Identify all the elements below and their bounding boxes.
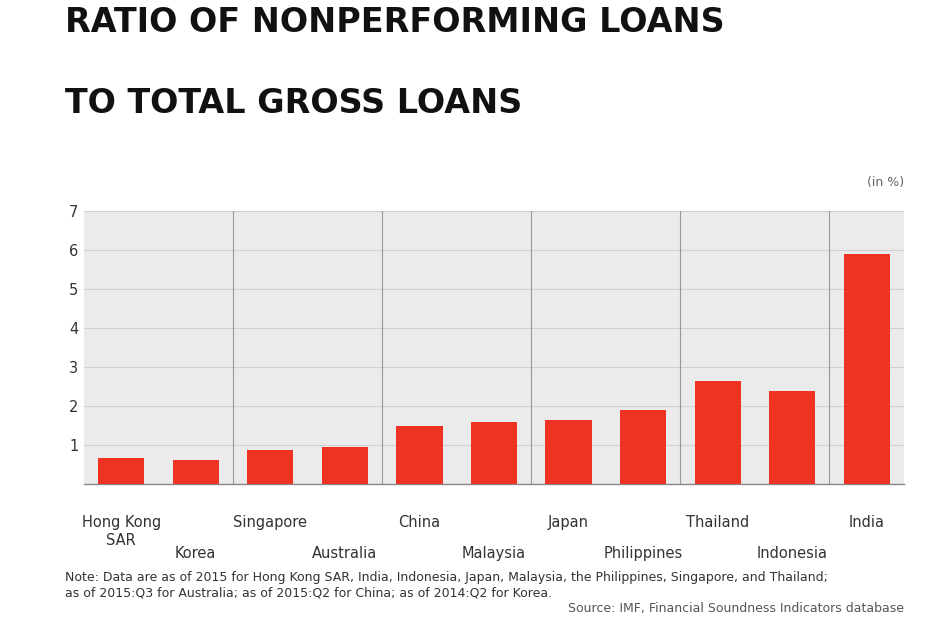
Text: Thailand: Thailand bbox=[686, 515, 749, 530]
Text: India: India bbox=[849, 515, 884, 530]
Bar bbox=[545, 420, 592, 484]
Bar bbox=[396, 426, 443, 484]
Bar bbox=[843, 254, 890, 484]
Bar bbox=[172, 460, 219, 484]
Text: Korea: Korea bbox=[175, 546, 216, 561]
Text: TO TOTAL GROSS LOANS: TO TOTAL GROSS LOANS bbox=[65, 87, 523, 120]
Text: Hong Kong
SAR: Hong Kong SAR bbox=[81, 515, 161, 548]
Text: China: China bbox=[398, 515, 441, 530]
Bar bbox=[247, 450, 294, 484]
Text: Indonesia: Indonesia bbox=[757, 546, 828, 561]
Text: Note: Data are as of 2015 for Hong Kong SAR, India, Indonesia, Japan, Malaysia, : Note: Data are as of 2015 for Hong Kong … bbox=[65, 571, 829, 599]
Text: Singapore: Singapore bbox=[233, 515, 308, 530]
Text: Malaysia: Malaysia bbox=[462, 546, 526, 561]
Bar bbox=[694, 381, 741, 484]
Bar bbox=[471, 422, 517, 484]
Text: RATIO OF NONPERFORMING LOANS: RATIO OF NONPERFORMING LOANS bbox=[65, 6, 725, 39]
Bar bbox=[98, 458, 144, 484]
Text: Australia: Australia bbox=[312, 546, 377, 561]
Bar bbox=[322, 446, 368, 484]
Text: (in %): (in %) bbox=[867, 176, 904, 189]
Bar bbox=[769, 391, 816, 484]
Text: Japan: Japan bbox=[548, 515, 589, 530]
Text: Source: IMF, Financial Soundness Indicators database: Source: IMF, Financial Soundness Indicat… bbox=[568, 602, 904, 615]
Bar bbox=[620, 410, 666, 484]
Text: Philippines: Philippines bbox=[603, 546, 683, 561]
